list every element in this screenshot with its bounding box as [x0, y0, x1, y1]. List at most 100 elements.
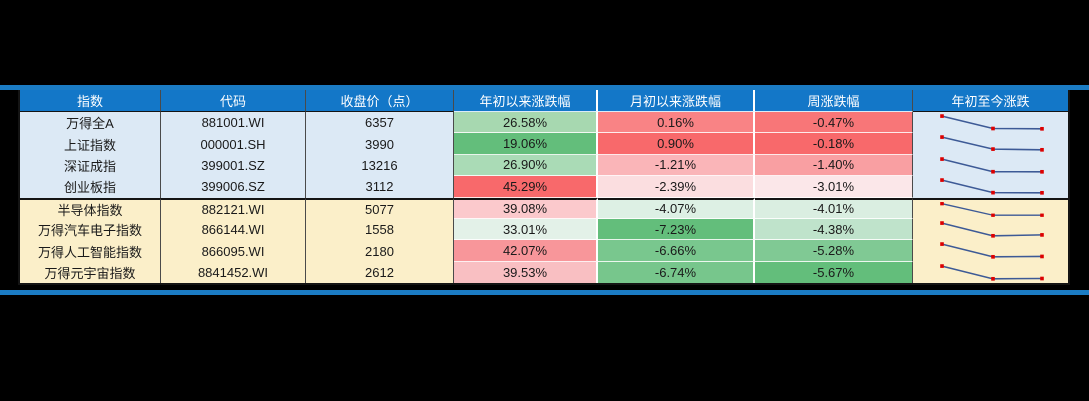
index-name-cell: 万得汽车电子指数: [20, 218, 161, 241]
ytd-sparkline-chart: [940, 263, 1044, 281]
sparkline-dot: [940, 157, 944, 161]
mtd-change-cell: 0.16%: [598, 112, 755, 134]
sparkline-dot: [940, 114, 944, 118]
ytd-change-cell: 39.53%: [454, 261, 598, 284]
ytd-change-cell: 26.58%: [454, 112, 598, 134]
code-cell: 399006.SZ: [161, 176, 306, 198]
close-price-cell: 2612: [306, 261, 454, 284]
sparkline-dot: [1040, 213, 1044, 217]
index-name-cell: 半导体指数: [20, 197, 161, 219]
code-cell: 881001.WI: [161, 112, 306, 134]
close-price-cell: 6357: [306, 112, 454, 134]
sparkline-cell: [913, 197, 1068, 219]
index-name-cell: 上证指数: [20, 133, 161, 155]
index-name-cell: 万得人工智能指数: [20, 240, 161, 262]
code-cell: 399001.SZ: [161, 154, 306, 177]
ytd-sparkline-chart: [940, 114, 1044, 131]
column-header-ytd-sparkline: 年初至今涨跌: [913, 90, 1068, 112]
ytd-sparkline-chart: [940, 178, 1044, 195]
sparkline-dot: [1040, 276, 1044, 281]
code-cell: 882121.WI: [161, 197, 306, 219]
ytd-sparkline-chart: [940, 201, 1044, 217]
mtd-change-cell: -6.66%: [598, 240, 755, 262]
index-name-cell: 深证成指: [20, 154, 161, 177]
sparkline-dot: [991, 276, 995, 281]
sparkline-dot: [940, 263, 944, 268]
close-price-cell: 3990: [306, 133, 454, 155]
code-cell: 866095.WI: [161, 240, 306, 262]
week-change-cell: -4.38%: [755, 218, 913, 241]
sparkline-cell: [913, 112, 1068, 134]
ytd-change-cell: 26.90%: [454, 154, 598, 177]
sparkline-cell: [913, 218, 1068, 241]
ytd-change-cell: 42.07%: [454, 240, 598, 262]
sparkline-dot: [991, 169, 995, 174]
week-change-cell: -1.40%: [755, 154, 913, 177]
sparkline-dot: [991, 147, 995, 152]
sparkline-dot: [991, 255, 995, 259]
close-price-cell: 5077: [306, 197, 454, 219]
column-header-code: 代码: [161, 90, 306, 112]
week-change-cell: -0.47%: [755, 112, 913, 134]
sparkline-dot: [1040, 169, 1044, 174]
sparkline-dot: [1040, 126, 1044, 131]
column-header-ytd-change: 年初以来涨跌幅: [454, 90, 598, 112]
ytd-change-cell: 33.01%: [454, 218, 598, 241]
sparkline-dot: [940, 135, 944, 140]
sparkline-cell: [913, 154, 1068, 177]
sparkline-dot: [991, 126, 995, 131]
code-cell: 000001.SH: [161, 133, 306, 155]
sparkline-cell: [913, 261, 1068, 284]
table-grid: 指数 代码 收盘价（点） 年初以来涨跌幅 月初以来涨跌幅 周涨跌幅 年初至今涨跌 万得全A 88…: [20, 90, 1068, 284]
sparkline-dot: [940, 178, 944, 183]
ytd-sparkline-chart: [940, 157, 1044, 174]
code-cell: 8841452.WI: [161, 261, 306, 284]
close-price-cell: 13216: [306, 154, 454, 177]
ytd-sparkline-chart: [940, 221, 1044, 238]
index-name-cell: 万得元宇宙指数: [20, 261, 161, 284]
ytd-sparkline-chart: [940, 135, 1044, 153]
sparkline-cell: [913, 133, 1068, 155]
column-header-index-name: 指数: [20, 90, 161, 112]
column-header-week-change: 周涨跌幅: [755, 90, 913, 112]
week-change-cell: -4.01%: [755, 197, 913, 219]
mtd-change-cell: -6.74%: [598, 261, 755, 284]
sparkline-dot: [940, 221, 944, 225]
ytd-sparkline-chart: [940, 242, 1044, 259]
sparkline-dot: [1040, 233, 1044, 237]
close-price-cell: 1558: [306, 218, 454, 241]
sparkline-dot: [1040, 148, 1044, 153]
sparkline-dot: [940, 201, 944, 205]
column-header-mtd-change: 月初以来涨跌幅: [598, 90, 755, 112]
week-change-cell: -5.67%: [755, 261, 913, 284]
sparkline-dot: [991, 190, 995, 195]
ytd-change-cell: 19.06%: [454, 133, 598, 155]
mtd-change-cell: -7.23%: [598, 218, 755, 241]
mtd-change-cell: -4.07%: [598, 197, 755, 219]
week-change-cell: -0.18%: [755, 133, 913, 155]
mtd-change-cell: -1.21%: [598, 154, 755, 177]
index-performance-table: 指数 代码 收盘价（点） 年初以来涨跌幅 月初以来涨跌幅 周涨跌幅 年初至今涨跌 万得全A 88…: [18, 90, 1070, 286]
sparkline-dot: [1040, 254, 1044, 259]
code-cell: 866144.WI: [161, 218, 306, 241]
week-change-cell: -5.28%: [755, 240, 913, 262]
ytd-change-cell: 39.08%: [454, 197, 598, 219]
ytd-change-cell: 45.29%: [454, 176, 598, 198]
index-name-cell: 万得全A: [20, 112, 161, 134]
sparkline-dot: [940, 242, 944, 247]
bottom-accent-line: [0, 290, 1089, 295]
column-header-close-price: 收盘价（点）: [306, 90, 454, 112]
mtd-change-cell: 0.90%: [598, 133, 755, 155]
week-change-cell: -3.01%: [755, 176, 913, 198]
sparkline-dot: [991, 213, 995, 217]
index-name-cell: 创业板指: [20, 176, 161, 198]
top-accent-line: [0, 85, 1089, 90]
sparkline-cell: [913, 176, 1068, 198]
sparkline-cell: [913, 240, 1068, 262]
close-price-cell: 2180: [306, 240, 454, 262]
mtd-change-cell: -2.39%: [598, 176, 755, 198]
sparkline-dot: [991, 233, 995, 238]
sparkline-dot: [1040, 191, 1044, 195]
close-price-cell: 3112: [306, 176, 454, 198]
